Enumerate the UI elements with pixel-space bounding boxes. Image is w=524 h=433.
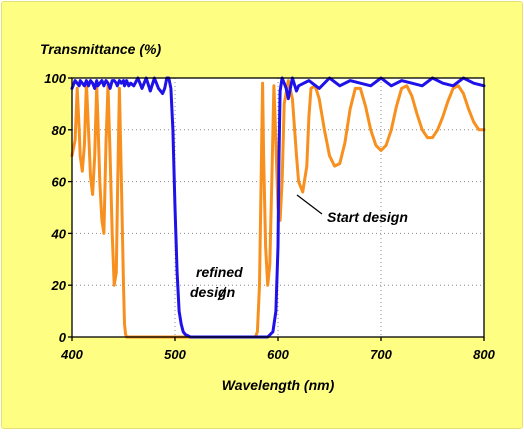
annotation-start-design-label: Start design [327, 209, 408, 225]
y-tick-label-0: 0 [59, 330, 67, 345]
annotation-start-design-leader [296, 194, 323, 215]
y-tick-label-2: 40 [51, 226, 67, 241]
series-line-0 [70, 79, 486, 339]
x-tick-label-4: 800 [473, 347, 495, 362]
y-tick-label-5: 100 [44, 71, 66, 86]
grid-layer [72, 78, 484, 337]
y-tick-label-1: 20 [51, 278, 67, 293]
annotation-refined-design-label-line2: design [190, 284, 235, 300]
x-tick-label-1: 500 [164, 347, 186, 362]
x-axis-title: Wavelength (nm) [222, 377, 335, 393]
x-tick-label-3: 700 [370, 347, 392, 362]
x-tick-label-0: 400 [60, 347, 83, 362]
series-layer [70, 76, 486, 339]
y-tick-label-4: 80 [52, 123, 67, 138]
annotation-start-design: Start design [296, 194, 408, 225]
tick-label-layer: 0 20 40 60 80 100 400 500 600 700 800 [44, 71, 495, 362]
y-axis-title: Transmittance (%) [40, 41, 161, 57]
y-tick-label-3: 60 [52, 175, 67, 190]
x-tick-label-2: 600 [267, 347, 289, 362]
annotation-refined-design: refined design [190, 264, 243, 301]
annotation-refined-design-leader [217, 286, 227, 301]
annotation-refined-design-label-line1: refined [196, 264, 243, 280]
